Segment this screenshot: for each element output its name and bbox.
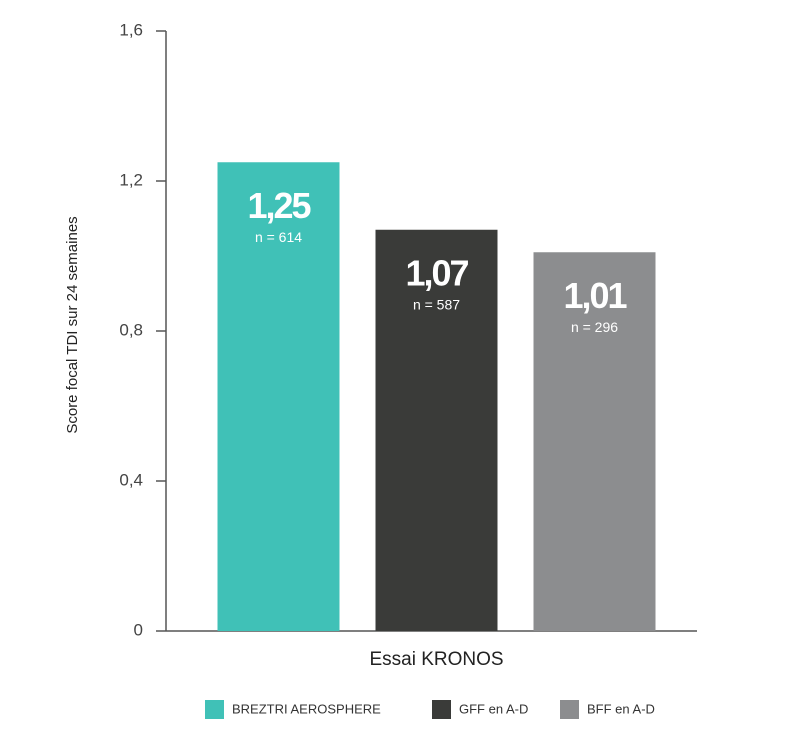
y-tick-label: 0,4 <box>119 470 143 489</box>
legend-label: BFF en A-D <box>587 701 655 716</box>
legend-label: BREZTRI AEROSPHERE <box>232 701 381 716</box>
value-label: 1,01 <box>563 275 627 316</box>
y-axis-label: Score focal TDI sur 24 semaines <box>64 216 81 433</box>
legend-label: GFF en A-D <box>459 701 528 716</box>
legend-swatch <box>432 700 451 719</box>
n-label: n = 296 <box>571 319 618 335</box>
y-tick-label: 1,2 <box>119 170 143 189</box>
legend-swatch <box>205 700 224 719</box>
x-tick-label: Essai KRONOS <box>369 649 503 670</box>
n-label: n = 587 <box>413 296 460 312</box>
bar <box>375 229 498 631</box>
bar <box>533 252 656 631</box>
value-label: 1,25 <box>247 185 311 226</box>
bar <box>217 162 340 631</box>
y-tick-label: 0,8 <box>119 320 143 339</box>
y-tick-label: 0 <box>134 620 143 639</box>
legend-swatch <box>560 700 579 719</box>
value-label: 1,07 <box>405 252 468 293</box>
y-tick-label: 1,6 <box>119 20 143 39</box>
n-label: n = 614 <box>255 229 302 245</box>
